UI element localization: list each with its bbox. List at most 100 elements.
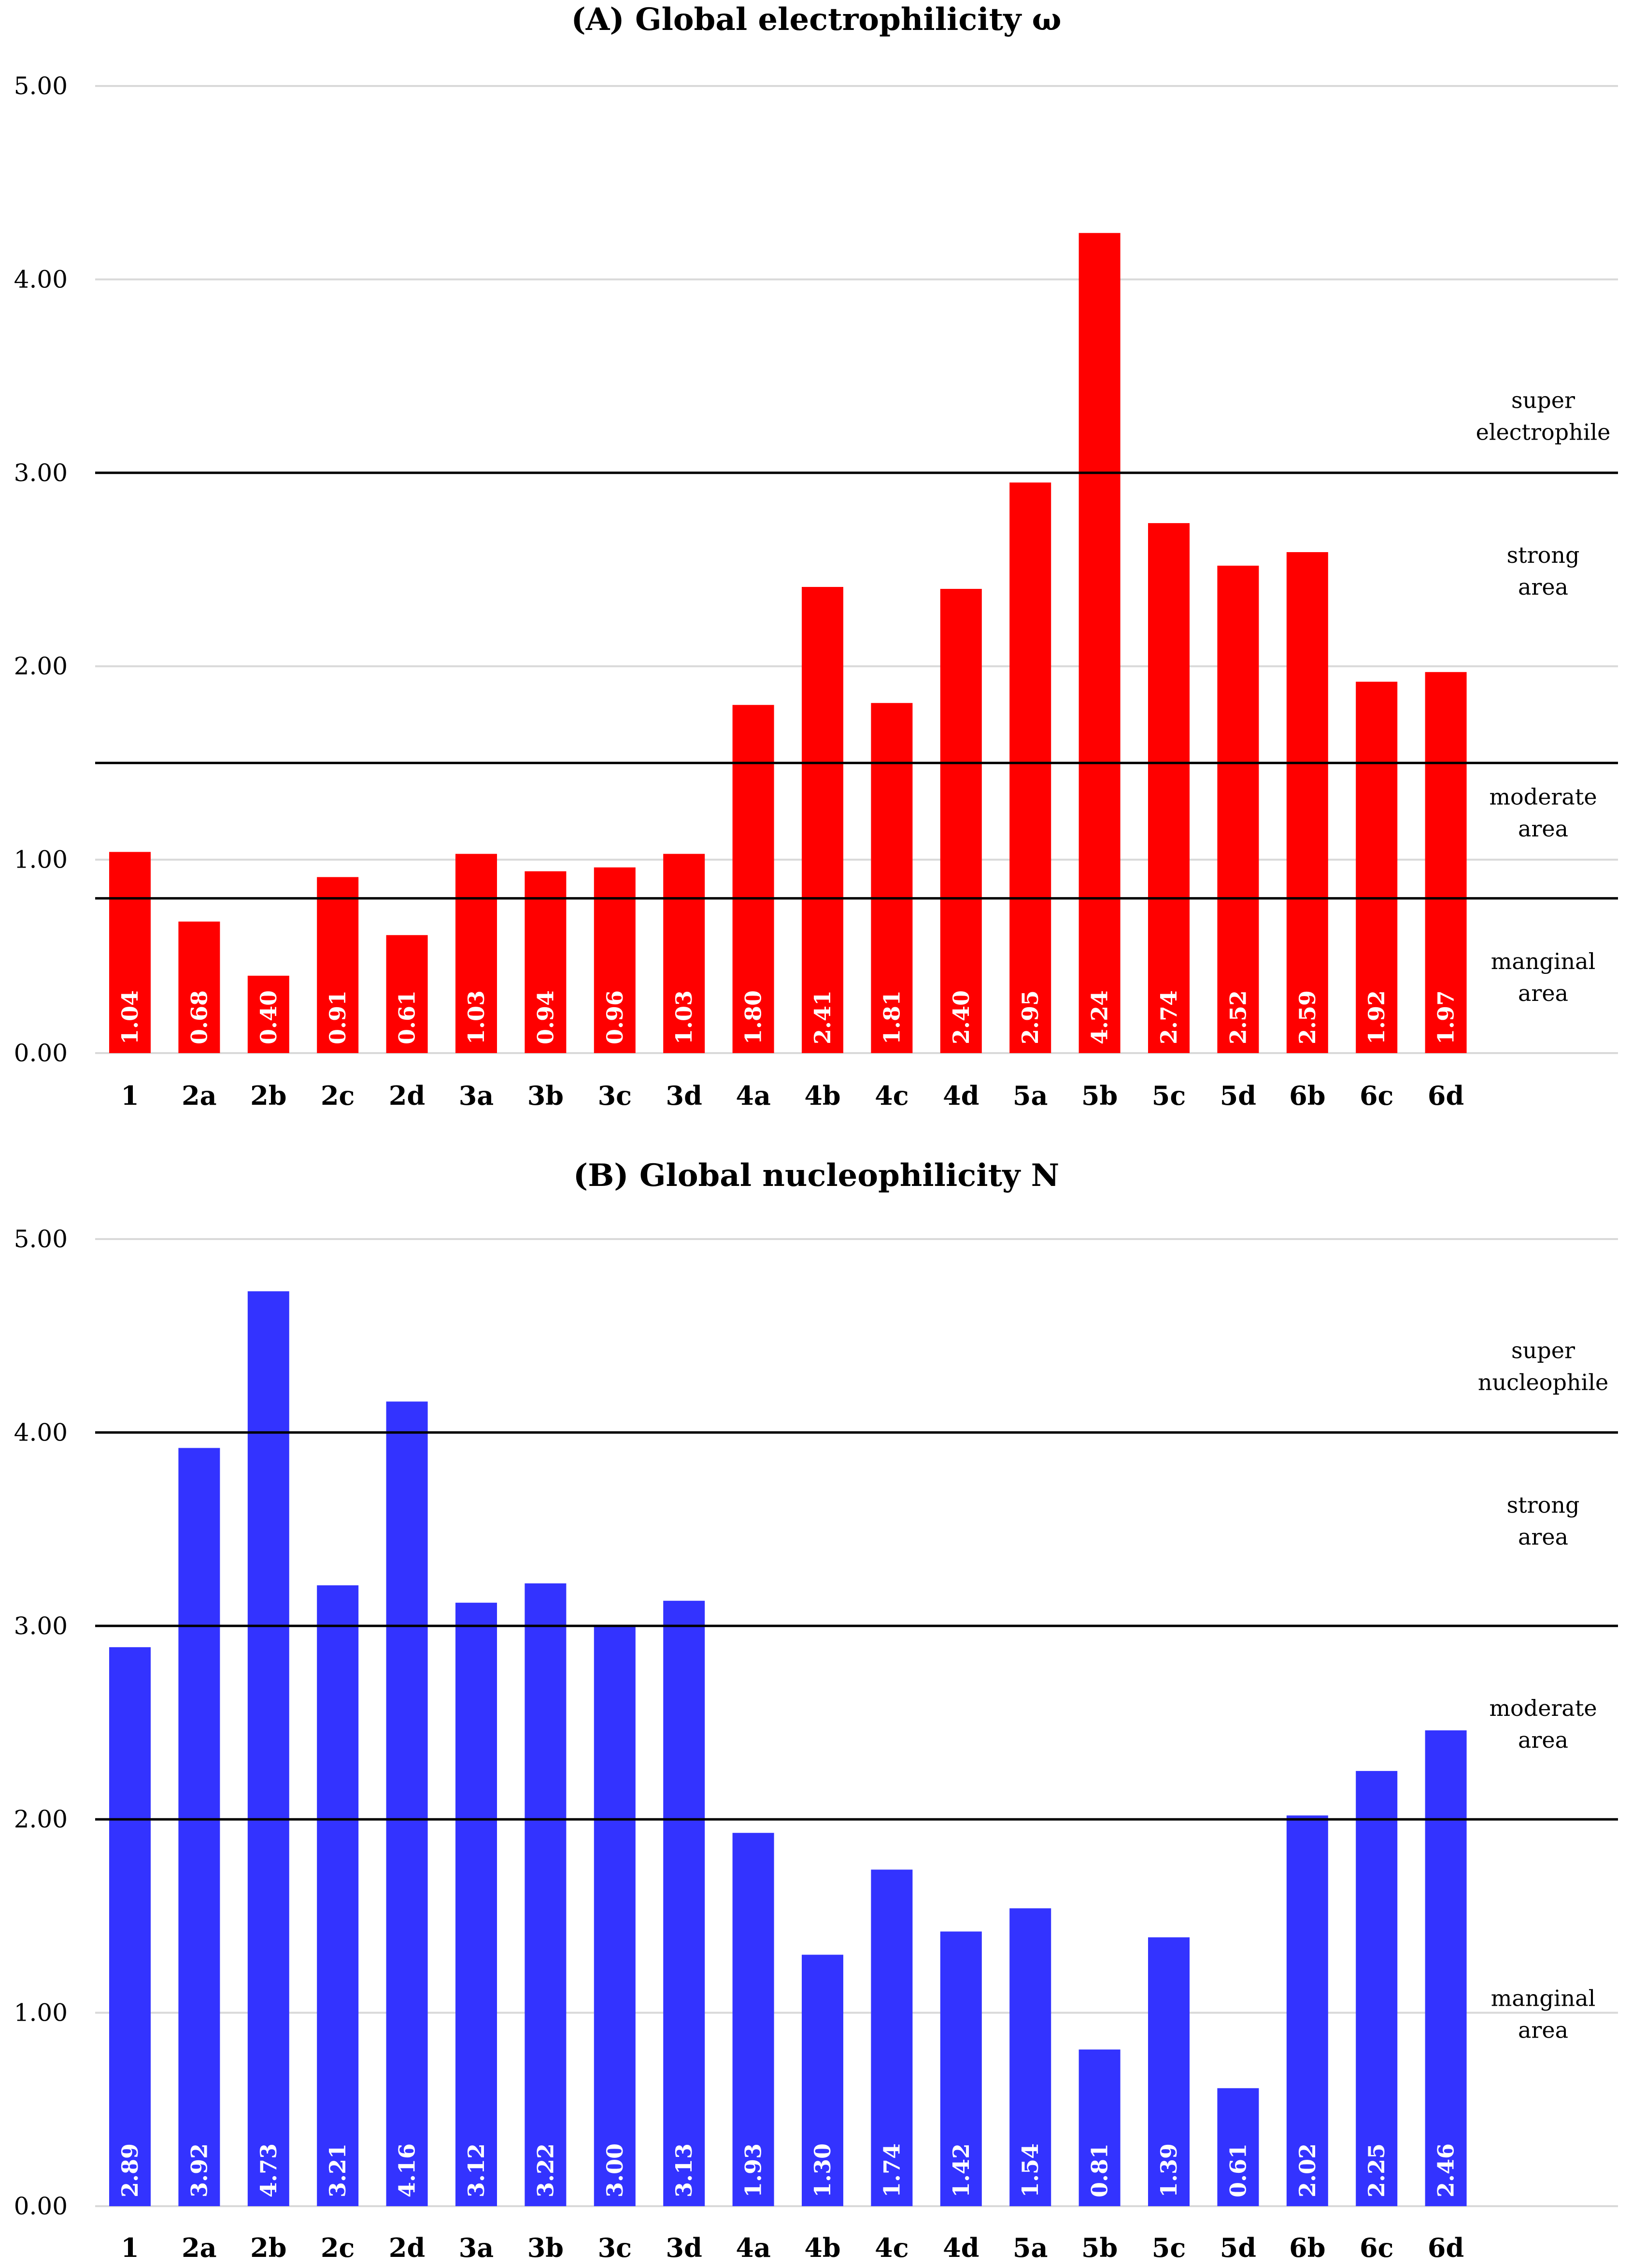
x-tick-label: 3d [666, 2232, 702, 2263]
bar [1217, 2088, 1259, 2206]
zone-label: nucleophile [1478, 1369, 1608, 1395]
data-label: 1.03 [463, 990, 489, 1044]
x-tick-label: 6c [1360, 2232, 1393, 2263]
x-tick-label: 1 [121, 1080, 139, 1111]
data-label: 3.00 [602, 2143, 628, 2197]
bar [663, 854, 705, 1053]
x-tick-label: 4c [875, 2232, 908, 2263]
x-tick-label: 5d [1220, 2232, 1256, 2263]
x-tick-label: 1 [121, 2232, 139, 2263]
x-tick-label: 3b [527, 2232, 564, 2263]
data-label: 1.74 [879, 2143, 905, 2197]
bar [178, 1448, 220, 2206]
data-label: 2.41 [809, 990, 836, 1044]
bar [594, 1626, 636, 2206]
data-label: 0.40 [255, 990, 282, 1044]
data-label: 2.59 [1294, 990, 1320, 1044]
x-tick-label: 6d [1428, 1080, 1464, 1111]
bar [1009, 1908, 1051, 2206]
bar [386, 935, 428, 1053]
bar [1009, 482, 1051, 1053]
data-label: 0.91 [325, 990, 351, 1044]
data-label: 1.80 [740, 990, 766, 1044]
data-label: 4.73 [255, 2143, 282, 2197]
data-label: 2.40 [948, 990, 974, 1044]
bar [525, 871, 567, 1053]
bar [109, 1647, 151, 2206]
data-label: 2.25 [1363, 2143, 1390, 2197]
bar [802, 587, 843, 1053]
x-tick-label: 4b [804, 2232, 840, 2263]
data-label: 1.42 [948, 2143, 974, 2197]
data-label: 2.02 [1294, 2143, 1320, 2197]
y-tick-label: 5.00 [14, 72, 68, 100]
x-tick-label: 2d [389, 1080, 425, 1111]
x-tick-label: 2a [182, 2232, 217, 2263]
data-label: 3.21 [325, 2143, 351, 2197]
x-tick-label: 6c [1360, 1080, 1393, 1111]
bar [109, 852, 151, 1053]
data-label: 4.24 [1087, 990, 1113, 1044]
y-tick-label: 1.00 [14, 1999, 68, 2027]
zone-label: moderate [1489, 1695, 1597, 1721]
y-tick-label: 3.00 [14, 459, 68, 487]
bar [317, 877, 359, 1053]
zone-label: area [1518, 1727, 1568, 1753]
data-label: 1.92 [1363, 990, 1390, 1044]
data-label: 4.16 [394, 2143, 420, 2197]
x-tick-label: 4b [804, 1080, 840, 1111]
x-tick-label: 6b [1289, 2232, 1325, 2263]
x-tick-label: 5a [1013, 1080, 1048, 1111]
chart-title: (B) Global nucleophilicity N [573, 1157, 1059, 1194]
x-tick-label: 2c [321, 1080, 355, 1111]
zone-label: super [1511, 387, 1575, 414]
zone-label: moderate [1489, 784, 1597, 810]
x-tick-label: 4d [943, 1080, 979, 1111]
x-tick-label: 6d [1428, 2232, 1464, 2263]
x-tick-label: 5b [1081, 1080, 1118, 1111]
bar [1425, 1730, 1467, 2206]
bar [1356, 682, 1398, 1053]
data-label: 3.12 [463, 2143, 489, 2197]
x-tick-label: 2d [389, 2232, 425, 2263]
y-tick-label: 2.00 [14, 1805, 68, 1833]
bar [317, 1585, 359, 2206]
x-tick-label: 2c [321, 2232, 355, 2263]
bar [940, 589, 982, 1053]
bar [732, 1833, 774, 2206]
x-tick-label: 5d [1220, 1080, 1256, 1111]
bar [663, 1600, 705, 2206]
bar [1148, 523, 1190, 1053]
x-tick-label: 4c [875, 1080, 908, 1111]
y-tick-label: 2.00 [14, 652, 68, 680]
x-tick-label: 3a [459, 2232, 494, 2263]
bar [247, 975, 289, 1053]
x-tick-label: 3d [666, 1080, 702, 1111]
bar [386, 1401, 428, 2206]
data-label: 0.61 [394, 990, 420, 1044]
data-label: 2.95 [1017, 990, 1043, 1044]
data-label: 0.68 [186, 990, 212, 1044]
data-label: 2.52 [1225, 990, 1251, 1044]
x-tick-label: 2b [250, 1080, 286, 1111]
zone-label: area [1518, 980, 1568, 1006]
data-label: 1.54 [1017, 2143, 1043, 2197]
bar [1286, 552, 1328, 1053]
x-tick-label: 3a [459, 1080, 494, 1111]
x-tick-label: 2a [182, 1080, 217, 1111]
bar [178, 921, 220, 1053]
y-tick-label: 5.00 [14, 1225, 68, 1253]
data-label: 1.93 [740, 2143, 766, 2197]
bar [1079, 2049, 1121, 2206]
x-tick-label: 4a [736, 2232, 771, 2263]
data-label: 0.94 [532, 990, 558, 1044]
bar [1148, 1937, 1190, 2206]
data-label: 0.81 [1087, 2143, 1113, 2197]
bar [871, 1869, 913, 2206]
zone-label: strong [1507, 542, 1580, 568]
data-label: 1.39 [1156, 2143, 1182, 2197]
x-tick-label: 3c [598, 1080, 632, 1111]
x-tick-label: 2b [250, 2232, 286, 2263]
data-label: 1.81 [879, 990, 905, 1044]
